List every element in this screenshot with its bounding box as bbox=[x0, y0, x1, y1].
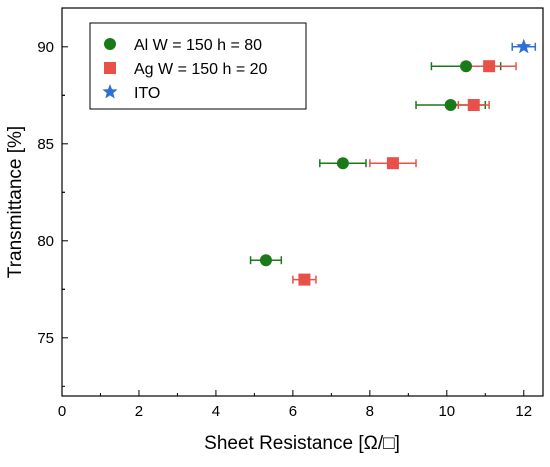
data-point-circle bbox=[259, 254, 272, 267]
x-axis-title: Sheet Resistance [Ω/□] bbox=[204, 433, 400, 454]
legend-marker bbox=[102, 84, 118, 99]
y-axis-title: Transmittance [%] bbox=[5, 126, 26, 278]
legend-label: Al W = 150 h = 80 bbox=[134, 37, 262, 54]
legend-marker bbox=[104, 38, 116, 50]
y-tick-label: 85 bbox=[37, 136, 54, 153]
y-axis-ticks: 75 80 85 90 bbox=[37, 39, 68, 387]
legend-box bbox=[89, 22, 307, 110]
data-point-circle bbox=[444, 99, 457, 111]
plot-frame bbox=[61, 7, 544, 397]
data-markers bbox=[259, 38, 532, 286]
legend-label: ITO bbox=[134, 85, 160, 102]
y-tick-label: 75 bbox=[37, 330, 54, 347]
legend: Al W = 150 h = 80 Ag W = 150 h = 20 ITO bbox=[89, 22, 307, 110]
data-point-circle bbox=[460, 60, 473, 73]
x-tick-label: 0 bbox=[58, 403, 66, 420]
x-tick-label: 12 bbox=[515, 403, 532, 420]
data-point-circle bbox=[336, 157, 349, 170]
legend-label: Ag W = 150 h = 20 bbox=[134, 61, 268, 78]
data-point-star bbox=[516, 38, 532, 54]
x-tick-label: 8 bbox=[366, 403, 374, 420]
data-point-square bbox=[386, 157, 399, 170]
y-tick-label: 90 bbox=[37, 39, 54, 56]
y-tick-label: 80 bbox=[37, 233, 54, 250]
data-point-square bbox=[298, 273, 311, 286]
data-point-square bbox=[483, 60, 496, 73]
x-tick-label: 10 bbox=[438, 403, 455, 420]
x-tick-label: 6 bbox=[289, 403, 297, 420]
legend-marker bbox=[104, 62, 116, 74]
x-axis-ticks: 0 2 4 6 8 10 12 bbox=[58, 390, 532, 420]
x-tick-label: 2 bbox=[135, 403, 143, 420]
x-tick-label: 4 bbox=[212, 403, 220, 420]
data-point-square bbox=[467, 99, 480, 111]
